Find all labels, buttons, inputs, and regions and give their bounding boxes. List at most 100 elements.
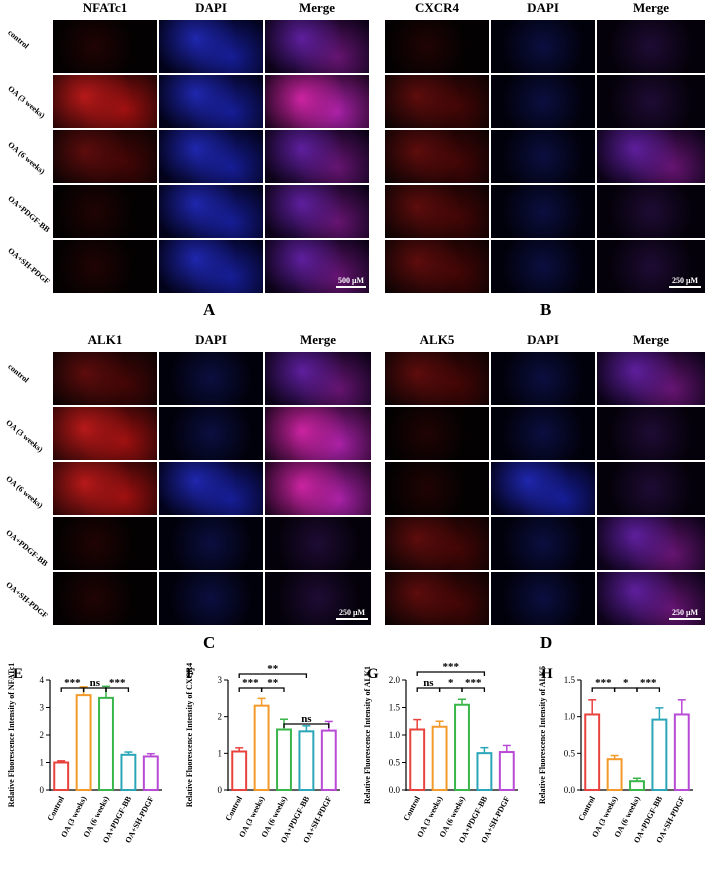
micrograph [159,75,263,128]
col-header-merge: Merge [632,0,670,15]
significance-bracket [283,723,330,728]
micrograph [597,517,705,570]
col-header-nfatc1: NFATc1 [82,0,128,15]
y-tick-label: 2.0 [389,675,401,685]
significance-label: * [448,677,454,689]
micrograph [159,240,263,293]
col-header-cxcr4: CXCR4 [414,0,460,15]
panel-label-c: C [203,633,216,652]
row-label-oa-6w: OA (6 weeks) [6,140,47,177]
micrograph [265,240,369,293]
bar [476,752,493,791]
micrograph [385,572,489,625]
chart-f: Relative Fluorescence Intensity of CXCR4… [185,663,340,845]
col-header-dapi: DAPI [527,332,559,347]
y-tick-label: 1.0 [389,730,401,740]
col-header-alk5: ALK5 [419,332,455,347]
micrograph [265,462,371,515]
row-label-sh-pdgf: OA+SH-PDGF [4,580,50,621]
micrograph [159,185,263,238]
bar [98,696,114,791]
chart-label-e: E [13,666,24,682]
bar [75,694,92,791]
bar [673,713,690,791]
bar [431,725,448,791]
significance-bracket [105,687,130,692]
significance-bracket [636,687,661,692]
chart-label-h: H [541,666,553,682]
x-tick-label: Control [577,794,598,822]
scale-label: 500 μM [337,276,365,285]
col-header-dapi: DAPI [527,0,559,15]
y-tick-label: 0 [40,785,45,795]
micrograph [53,407,157,460]
panel-b: CXCR4 DAPI Merge 250 μM [380,0,709,320]
micrograph [265,20,369,73]
y-tick-label: 3 [218,675,223,685]
col-header-alk1: ALK1 [87,332,123,347]
significance-bracket [260,687,285,692]
row-label-control: control [6,28,31,51]
x-tick-label: Control [402,794,423,822]
micrograph [597,407,705,460]
bar [454,703,470,791]
scale-line [336,618,368,620]
bar [651,718,668,791]
bar [606,758,623,791]
col-header-merge: Merge [298,0,336,15]
micrograph [491,462,595,515]
bar [276,728,292,791]
micrograph [53,462,157,515]
significance-label: ** [267,677,279,689]
significance-label: *** [242,677,259,689]
micrograph [159,130,263,183]
bar [120,753,137,792]
panel-d: ALK5 DAPI Merge 250 μM [380,332,709,642]
scale-label: 250 μM [338,608,366,617]
y-axis-label: Relative Fluorescence Intensity of ALK1 [363,666,372,804]
micrograph [159,20,263,73]
chart-label-g: G [367,666,379,682]
micrograph [597,572,705,625]
micrograph [159,572,263,625]
micrograph [597,352,705,405]
significance-bracket [416,671,486,676]
bar [253,704,270,792]
micrograph [491,572,595,625]
row-label-sh-pdgf: OA+SH-PDGF [6,246,52,287]
significance-label: *** [109,677,126,689]
col-header-dapi: DAPI [195,0,227,15]
panel-label-b: B [540,300,552,319]
y-tick-label: 0 [218,785,223,795]
micrograph [53,352,157,405]
scale-label: 250 μM [671,276,699,285]
bar [142,755,159,791]
scale-bar: 250 μM [669,276,701,288]
significance-label: *** [465,677,482,689]
micrograph [159,407,263,460]
panel-a: NFATc1 DAPI Merge control OA (3 weeks) O… [0,0,375,320]
y-tick-label: 0.0 [564,785,576,795]
micrograph [265,407,371,460]
micrograph [491,20,595,73]
micrograph [265,75,369,128]
micrograph [385,352,489,405]
y-tick-label: 1 [40,758,45,768]
micrograph [53,20,157,73]
y-tick-label: 4 [40,675,45,685]
micrograph [159,352,263,405]
y-tick-label: 0.5 [564,748,576,758]
col-header-merge: Merge [299,332,337,347]
micrograph [53,130,157,183]
micrograph [385,517,489,570]
significance-label: *** [595,677,612,689]
y-tick-label: 1 [218,748,223,758]
row-label-control: control [6,362,31,385]
scale-line [669,618,701,620]
panel-label-d: D [540,633,553,652]
bar [498,751,515,792]
y-tick-label: 2 [218,712,223,722]
micrograph [385,20,489,73]
y-tick-label: 1.5 [564,675,576,685]
row-label-oa-3w: OA (3 weeks) [6,84,47,121]
